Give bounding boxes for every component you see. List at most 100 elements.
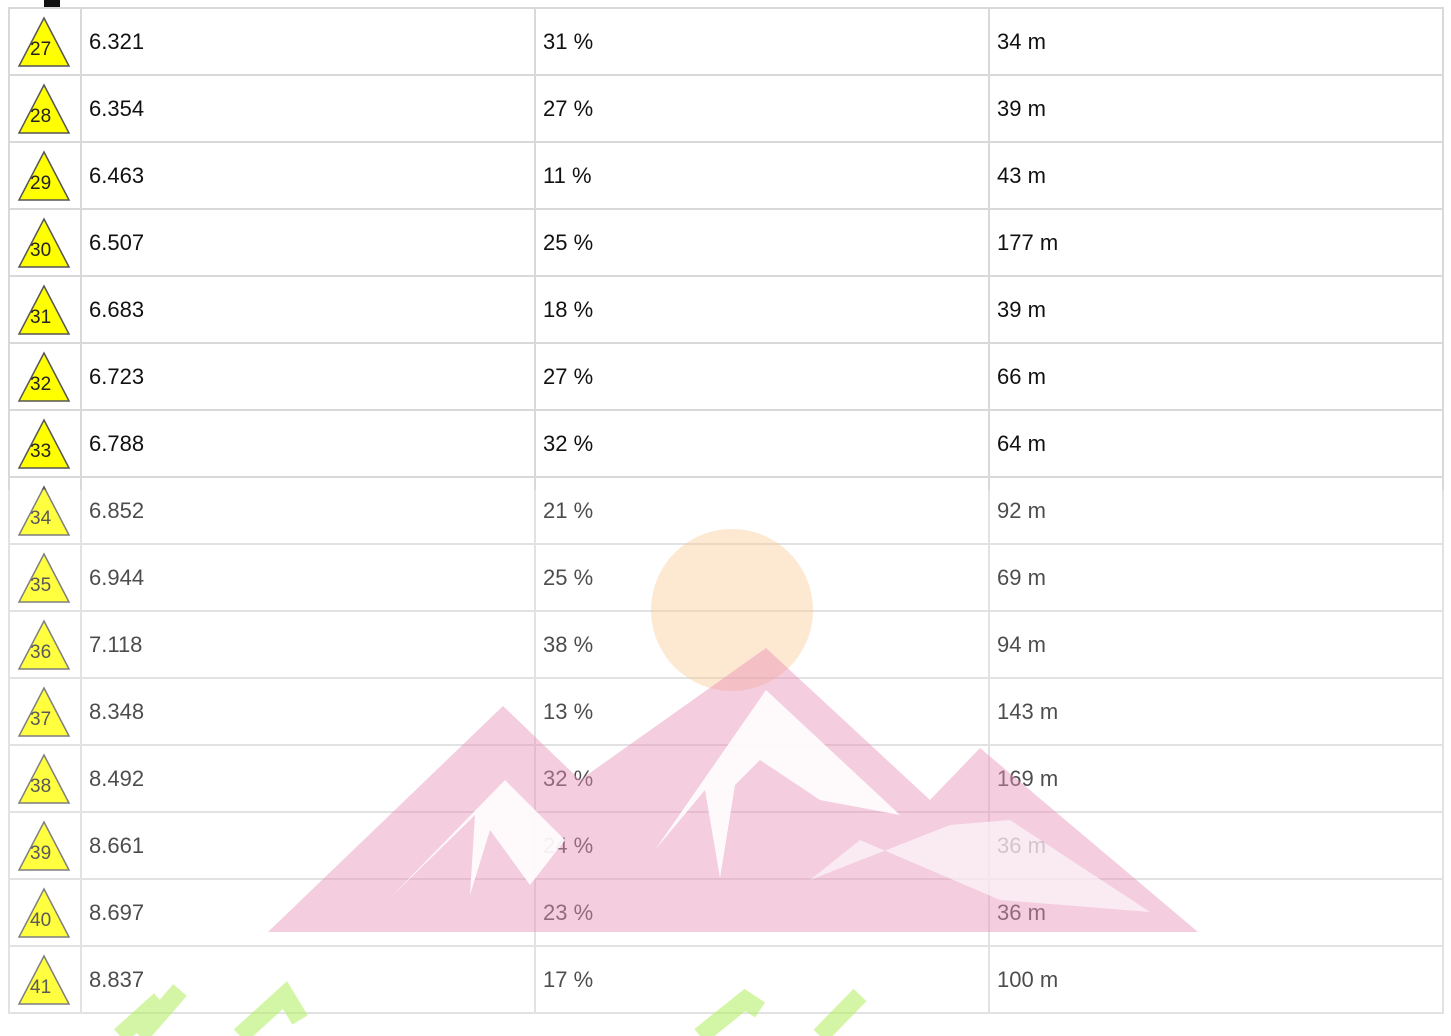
percent-cell: 17 % bbox=[535, 946, 989, 1013]
icon-cell: 36 bbox=[9, 611, 81, 678]
icon-number: 28 bbox=[30, 106, 51, 128]
icon-cell: 38 bbox=[9, 745, 81, 812]
icon-number: 29 bbox=[30, 173, 51, 195]
warning-icon: 29 bbox=[16, 149, 72, 203]
icon-number: 37 bbox=[30, 709, 51, 731]
page: 27 6.32131 %34 m286.35427 %39 m 29 6.46311 … bbox=[0, 0, 1451, 1036]
warning-icon: 31 bbox=[16, 283, 72, 337]
warning-icon: 32 bbox=[16, 350, 72, 404]
value-cell: 6.463 bbox=[81, 142, 535, 209]
warning-icon: 36 bbox=[16, 618, 72, 672]
distance-cell: 66 m bbox=[989, 343, 1443, 410]
icon-cell: 29 bbox=[9, 142, 81, 209]
distance-cell: 69 m bbox=[989, 544, 1443, 611]
table-row: 38 8.49232 %169 m bbox=[9, 745, 1443, 812]
distance-cell: 143 m bbox=[989, 678, 1443, 745]
percent-cell: 24 % bbox=[535, 812, 989, 879]
distance-cell: 100 m bbox=[989, 946, 1443, 1013]
table-row: 35 6.94425 %69 m bbox=[9, 544, 1443, 611]
percent-cell: 38 % bbox=[535, 611, 989, 678]
table-row: 306.50725 %177 m bbox=[9, 209, 1443, 276]
percent-cell: 31 % bbox=[535, 8, 989, 75]
percent-cell: 18 % bbox=[535, 276, 989, 343]
value-cell: 6.683 bbox=[81, 276, 535, 343]
value-cell: 6.944 bbox=[81, 544, 535, 611]
value-cell: 6.321 bbox=[81, 8, 535, 75]
icon-cell: 27 bbox=[9, 8, 81, 75]
percent-cell: 32 % bbox=[535, 745, 989, 812]
icon-number: 34 bbox=[30, 508, 51, 530]
icon-number: 38 bbox=[30, 776, 51, 798]
value-cell: 6.852 bbox=[81, 477, 535, 544]
table-row: 40 8.69723 %36 m bbox=[9, 879, 1443, 946]
icon-cell: 28 bbox=[9, 75, 81, 142]
data-table: 27 6.32131 %34 m286.35427 %39 m 29 6.46311 … bbox=[8, 7, 1444, 1014]
percent-cell: 23 % bbox=[535, 879, 989, 946]
icon-number: 32 bbox=[30, 374, 51, 396]
warning-icon: 28 bbox=[16, 82, 72, 136]
icon-number: 39 bbox=[30, 843, 51, 865]
distance-cell: 169 m bbox=[989, 745, 1443, 812]
icon-cell: 31 bbox=[9, 276, 81, 343]
distance-cell: 34 m bbox=[989, 8, 1443, 75]
warning-icon: 27 bbox=[16, 15, 72, 69]
icon-cell: 40 bbox=[9, 879, 81, 946]
icon-cell: 35 bbox=[9, 544, 81, 611]
distance-cell: 64 m bbox=[989, 410, 1443, 477]
icon-cell: 39 bbox=[9, 812, 81, 879]
percent-cell: 11 % bbox=[535, 142, 989, 209]
percent-cell: 25 % bbox=[535, 544, 989, 611]
distance-cell: 94 m bbox=[989, 611, 1443, 678]
distance-cell: 36 m bbox=[989, 812, 1443, 879]
value-cell: 8.837 bbox=[81, 946, 535, 1013]
value-cell: 7.118 bbox=[81, 611, 535, 678]
percent-cell: 27 % bbox=[535, 75, 989, 142]
value-cell: 8.492 bbox=[81, 745, 535, 812]
icon-number: 40 bbox=[30, 910, 51, 932]
warning-icon: 41 bbox=[16, 953, 72, 1007]
distance-cell: 177 m bbox=[989, 209, 1443, 276]
icon-number: 36 bbox=[30, 642, 51, 664]
percent-cell: 21 % bbox=[535, 477, 989, 544]
icon-number: 35 bbox=[30, 575, 51, 597]
icon-cell: 33 bbox=[9, 410, 81, 477]
percent-cell: 13 % bbox=[535, 678, 989, 745]
icon-number: 27 bbox=[30, 39, 51, 61]
icon-number: 33 bbox=[30, 441, 51, 463]
distance-cell: 39 m bbox=[989, 75, 1443, 142]
warning-icon: 34 bbox=[16, 484, 72, 538]
value-cell: 6.788 bbox=[81, 410, 535, 477]
warning-icon: 35 bbox=[16, 551, 72, 605]
percent-cell: 25 % bbox=[535, 209, 989, 276]
warning-icon: 30 bbox=[16, 216, 72, 270]
warning-icon: 39 bbox=[16, 819, 72, 873]
icon-number: 30 bbox=[30, 240, 51, 262]
table-row: 34 6.85221 %92 m bbox=[9, 477, 1443, 544]
value-cell: 8.697 bbox=[81, 879, 535, 946]
warning-icon: 38 bbox=[16, 752, 72, 806]
icon-number: 31 bbox=[30, 307, 51, 329]
distance-cell: 36 m bbox=[989, 879, 1443, 946]
value-cell: 8.348 bbox=[81, 678, 535, 745]
distance-cell: 43 m bbox=[989, 142, 1443, 209]
distance-cell: 92 m bbox=[989, 477, 1443, 544]
percent-cell: 32 % bbox=[535, 410, 989, 477]
percent-cell: 27 % bbox=[535, 343, 989, 410]
warning-icon: 40 bbox=[16, 886, 72, 940]
warning-icon: 33 bbox=[16, 417, 72, 471]
icon-cell: 41 bbox=[9, 946, 81, 1013]
icon-cell: 30 bbox=[9, 209, 81, 276]
value-cell: 6.723 bbox=[81, 343, 535, 410]
warning-icon: 37 bbox=[16, 685, 72, 739]
distance-cell: 39 m bbox=[989, 276, 1443, 343]
